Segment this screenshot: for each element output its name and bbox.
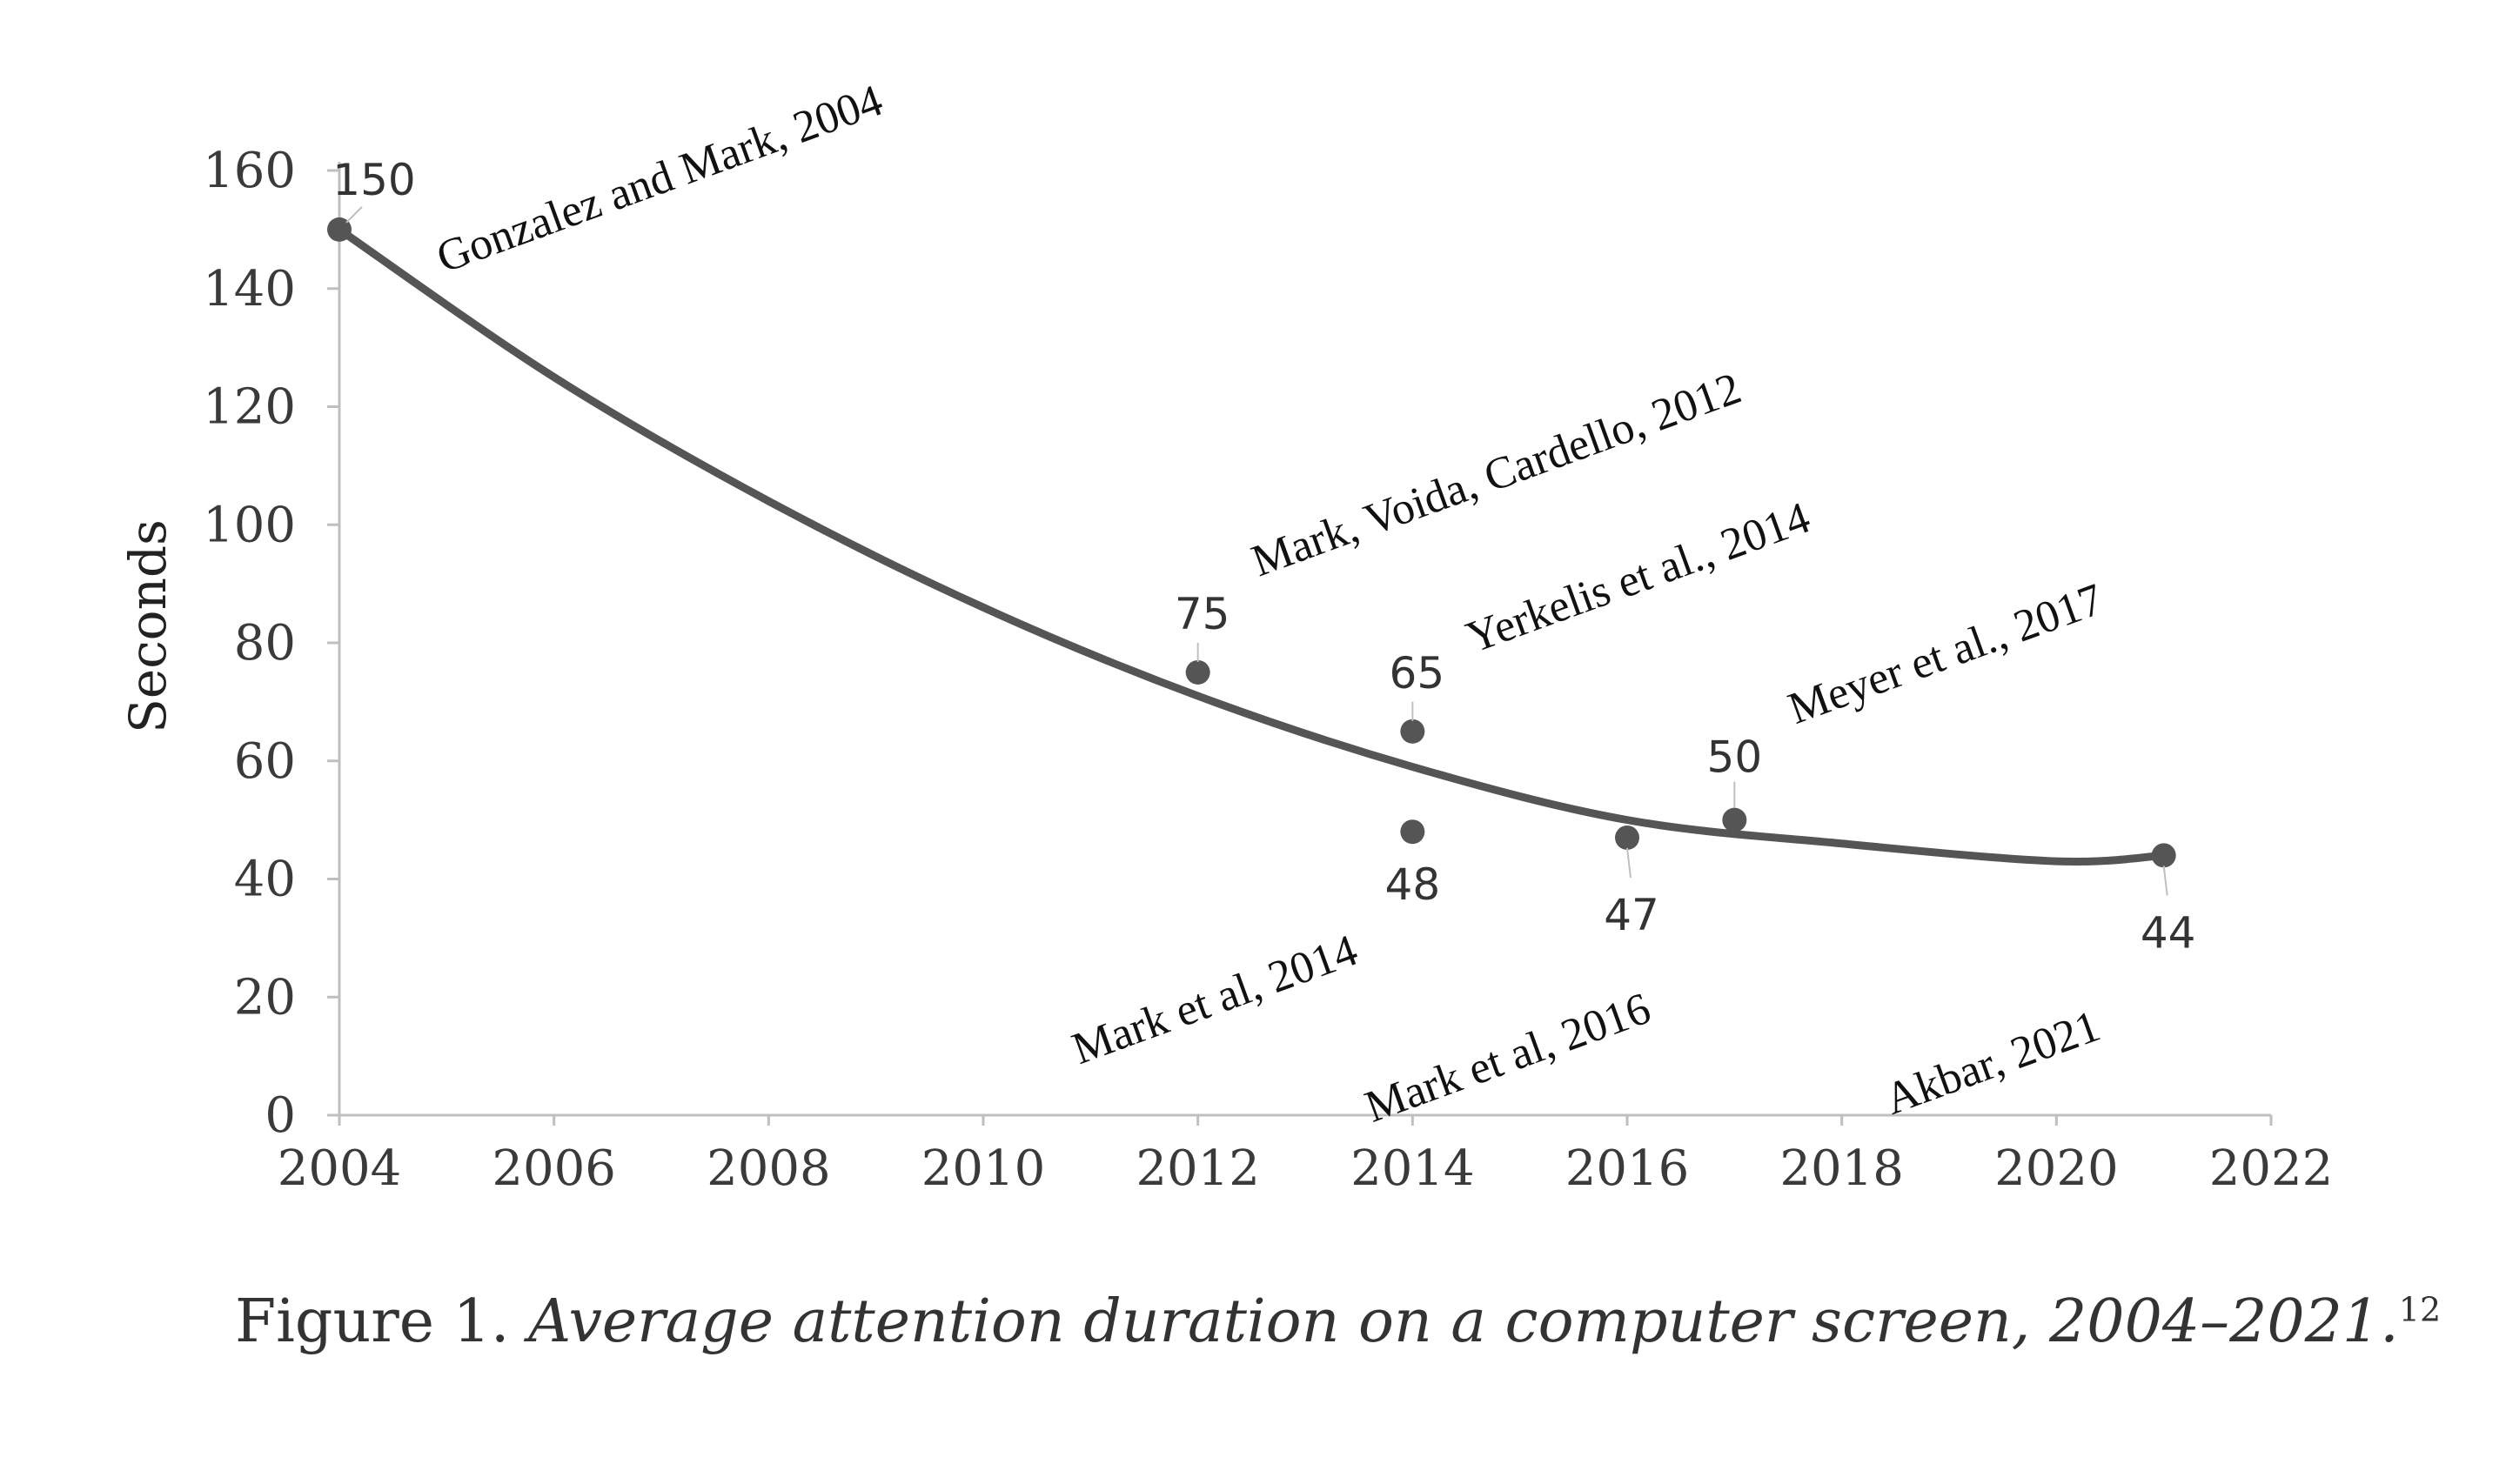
data-label: 75 bbox=[1175, 589, 1230, 639]
data-points bbox=[327, 217, 2176, 868]
data-point bbox=[2151, 843, 2176, 868]
x-tick-label: 2022 bbox=[2209, 1140, 2334, 1197]
data-label: 50 bbox=[1707, 732, 1763, 783]
data-point bbox=[1722, 807, 1747, 832]
data-labels: 150 75 65 48 47 50 44 bbox=[332, 155, 2195, 958]
axes bbox=[338, 162, 2271, 1117]
caption-note: 12 bbox=[2398, 1290, 2442, 1329]
data-point bbox=[1615, 825, 1639, 850]
study-annotation: Mark et al, 2014 bbox=[1066, 926, 1364, 1074]
study-annotation: Akbar, 2021 bbox=[1879, 1001, 2107, 1125]
y-tick-label: 60 bbox=[234, 733, 296, 790]
leader-line bbox=[1626, 847, 1632, 879]
y-tick-label: 40 bbox=[234, 852, 296, 908]
study-annotation: Gonzalez and Mark, 2004 bbox=[431, 76, 889, 283]
y-tick-label: 20 bbox=[234, 969, 296, 1026]
trendline bbox=[337, 226, 2164, 866]
x-ticks: 2004 2006 2008 2010 2012 2014 2016 2018 2020 2022 bbox=[278, 1115, 2334, 1197]
x-tick-label: 2012 bbox=[1136, 1140, 1260, 1197]
data-point bbox=[1185, 659, 1210, 685]
y-tick-label: 0 bbox=[265, 1087, 296, 1144]
x-tick-label: 2020 bbox=[1994, 1140, 2119, 1197]
data-point bbox=[1400, 819, 1425, 845]
x-tick-label: 2014 bbox=[1350, 1140, 1475, 1197]
study-annotation: Yerkelis et al., 2014 bbox=[1460, 493, 1816, 664]
y-tick-label: 100 bbox=[203, 497, 296, 553]
x-tick-label: 2016 bbox=[1565, 1140, 1690, 1197]
caption-prefix: Figure 1. bbox=[235, 1287, 529, 1356]
x-tick-label: 2004 bbox=[278, 1140, 402, 1197]
y-axis-label: Seconds bbox=[118, 519, 178, 733]
y-tick-label: 80 bbox=[234, 615, 296, 672]
x-tick-label: 2010 bbox=[921, 1140, 1046, 1197]
x-tick-label: 2006 bbox=[492, 1140, 616, 1197]
y-ticks: 0 20 40 60 80 100 120 140 160 bbox=[203, 143, 339, 1144]
data-label: 65 bbox=[1390, 648, 1445, 699]
y-tick-label: 120 bbox=[203, 379, 296, 436]
data-label: 47 bbox=[1604, 890, 1659, 940]
x-tick-label: 2008 bbox=[707, 1140, 831, 1197]
data-label: 44 bbox=[2141, 907, 2196, 958]
x-tick-label: 2018 bbox=[1779, 1140, 1904, 1197]
data-label: 150 bbox=[332, 155, 415, 205]
figure-caption: Figure 1. Average attention duration on … bbox=[235, 1287, 2441, 1356]
leader-line bbox=[2162, 866, 2168, 896]
leader-line bbox=[345, 206, 363, 224]
y-tick-label: 160 bbox=[203, 143, 296, 199]
study-annotation: Meyer et al., 2017 bbox=[1782, 574, 2109, 733]
data-point bbox=[1400, 719, 1425, 744]
data-label: 48 bbox=[1385, 859, 1441, 910]
caption-title: Average attention duration on a computer… bbox=[528, 1287, 2399, 1356]
y-tick-label: 140 bbox=[203, 261, 296, 318]
data-point bbox=[327, 217, 352, 242]
study-annotation: Mark et al, 2016 bbox=[1359, 984, 1657, 1133]
